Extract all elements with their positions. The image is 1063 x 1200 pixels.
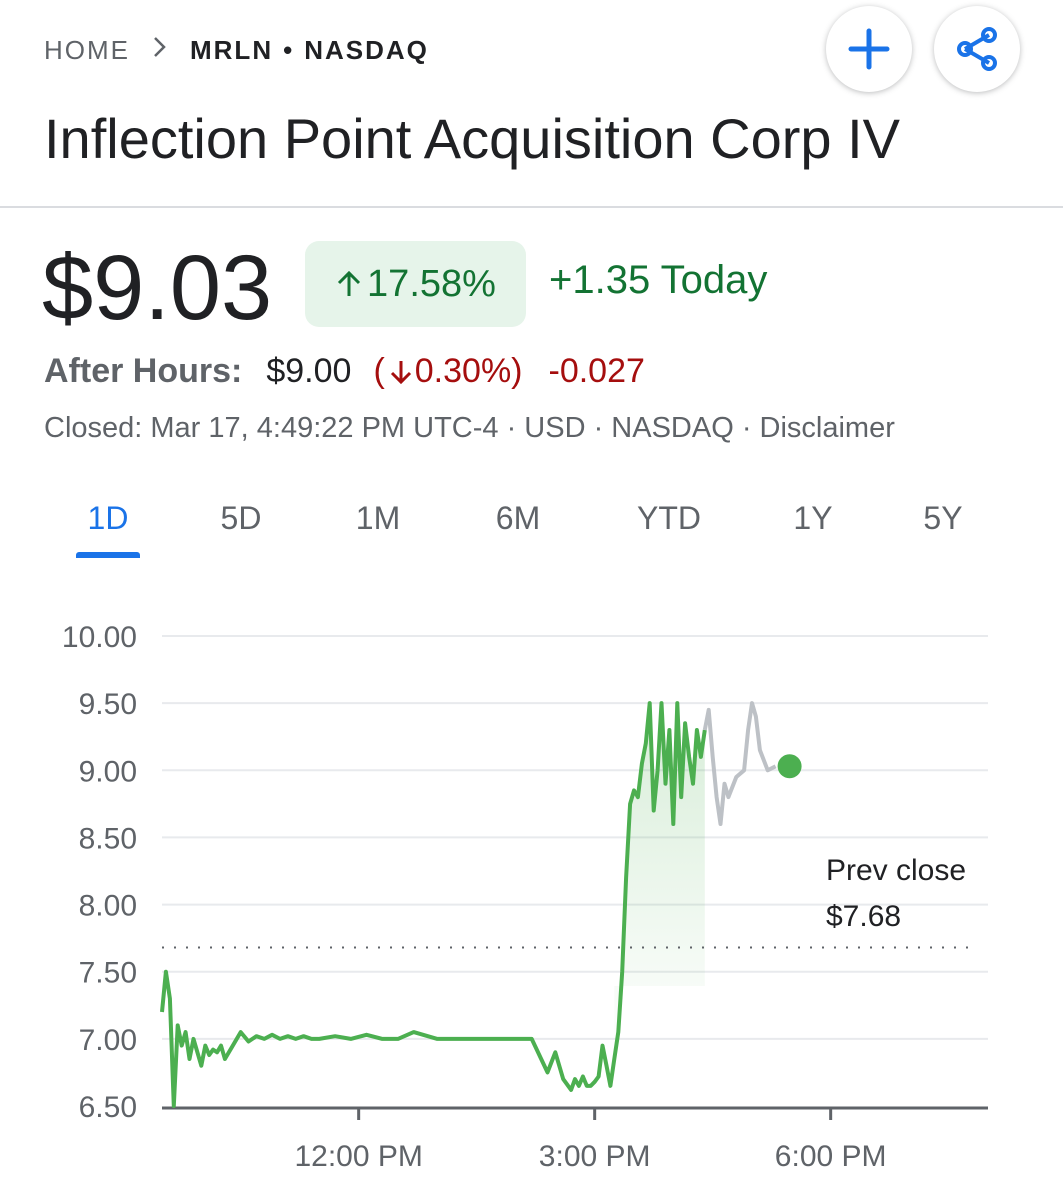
after-hours-change: -0.027 xyxy=(548,352,645,390)
close-paren: ) xyxy=(511,352,523,390)
arrow-down-icon xyxy=(390,360,411,384)
breadcrumb-separator: • xyxy=(283,34,295,65)
tab-5y[interactable]: 5Y xyxy=(923,500,963,536)
y-tick-label: 7.00 xyxy=(79,1024,137,1057)
breadcrumb-home-link[interactable]: HOME xyxy=(44,34,130,65)
x-tick-label: 12:00 PM xyxy=(294,1140,422,1173)
prev-close-label: Prev close $7.68 xyxy=(826,848,966,940)
share-button[interactable] xyxy=(934,6,1020,92)
prev-close-text: Prev close xyxy=(826,854,967,887)
after-hours-line xyxy=(702,701,777,826)
open-paren: ( xyxy=(373,352,385,390)
header-divider xyxy=(0,206,1063,208)
tab-1y[interactable]: 1Y xyxy=(793,500,833,536)
tab-5d[interactable]: 5D xyxy=(220,500,262,536)
active-tab-indicator xyxy=(76,552,140,558)
company-name: Inflection Point Acquisition Corp IV xyxy=(44,107,901,170)
after-hours-label: After Hours: xyxy=(44,352,243,390)
y-tick-label: 9.00 xyxy=(79,755,137,788)
breadcrumb-exchange: NASDAQ xyxy=(304,34,429,65)
prev-close-value: $7.68 xyxy=(826,900,902,933)
x-tick-label: 3:00 PM xyxy=(539,1140,651,1173)
plus-icon xyxy=(848,28,890,70)
y-tick-label: 7.50 xyxy=(79,957,137,990)
current-price: $9.03 xyxy=(42,237,273,339)
follow-button[interactable] xyxy=(826,6,912,92)
tab-6m[interactable]: 6M xyxy=(495,500,541,536)
share-icon xyxy=(957,27,997,71)
y-tick-label: 9.50 xyxy=(79,688,137,721)
price-chart[interactable]: 10.00 9.50 9.00 8.50 8.00 7.50 7.00 6.50 12:00 … xyxy=(0,590,1063,1200)
change-percent: 17.58% xyxy=(367,262,496,305)
breadcrumb: HOME MRLN • NASDAQ xyxy=(44,30,429,70)
regular-session-line xyxy=(160,701,707,1108)
chevron-right-icon xyxy=(152,35,168,66)
after-hours-row: After Hours: $9.00 ( 0.30% ) -0.027 xyxy=(44,352,645,391)
tab-1m[interactable]: 1M xyxy=(355,500,401,536)
change-today: +1.35 Today xyxy=(549,258,768,302)
y-tick-label: 8.00 xyxy=(79,890,137,923)
tab-1d[interactable]: 1D xyxy=(87,500,129,536)
market-status-line: Closed: Mar 17, 4:49:22 PM UTC-4 · USD ·… xyxy=(44,412,895,444)
after-hours-percent: ( 0.30% ) xyxy=(373,352,522,391)
y-tick-label: 10.00 xyxy=(62,621,137,654)
after-hours-price: $9.00 xyxy=(266,352,352,390)
y-tick-label: 6.50 xyxy=(79,1091,137,1124)
after-hours-pct-value: 0.30% xyxy=(414,352,512,390)
tab-ytd[interactable]: YTD xyxy=(637,500,701,536)
arrow-up-icon xyxy=(337,270,361,296)
current-price-dot xyxy=(777,754,802,779)
x-tick-label: 6:00 PM xyxy=(775,1140,887,1173)
tab-max[interactable]: M xyxy=(1040,500,1063,537)
change-percent-badge: 17.58% xyxy=(305,241,526,327)
range-tabs: 1D 5D 1M 6M YTD 1Y 5Y M xyxy=(0,500,1063,560)
y-tick-label: 8.50 xyxy=(79,822,137,855)
breadcrumb-ticker: MRLN xyxy=(190,34,274,65)
